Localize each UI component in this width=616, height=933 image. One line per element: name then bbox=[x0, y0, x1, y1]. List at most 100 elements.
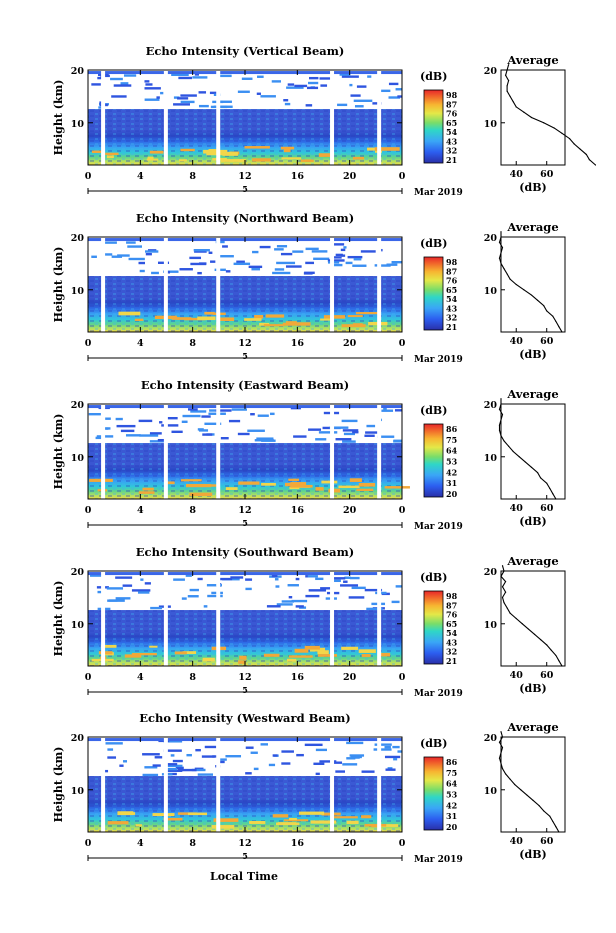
upper-echo bbox=[349, 83, 353, 87]
upper-echo bbox=[284, 102, 291, 106]
strong-echo bbox=[361, 653, 371, 658]
upper-echo bbox=[381, 409, 394, 412]
upper-echo bbox=[272, 271, 291, 275]
upper-echo bbox=[367, 75, 372, 78]
strong-echo bbox=[180, 148, 195, 152]
upper-echo bbox=[204, 422, 222, 425]
date-label: Mar 2019 bbox=[414, 522, 463, 532]
upper-echo bbox=[191, 768, 206, 772]
strong-echo bbox=[294, 648, 309, 653]
colorbar-label: 32 bbox=[446, 146, 457, 156]
upper-echo bbox=[272, 754, 278, 757]
upper-echo bbox=[305, 104, 313, 107]
colorbar-label: 54 bbox=[446, 294, 458, 304]
upper-echo bbox=[164, 769, 183, 772]
upper-echo bbox=[391, 600, 400, 604]
colorbar-label: 43 bbox=[446, 637, 458, 647]
upper-echo bbox=[166, 416, 178, 420]
date-marker: 5 bbox=[242, 518, 248, 528]
upper-echo bbox=[315, 577, 324, 581]
upper-echo bbox=[350, 756, 360, 759]
upper-echo bbox=[339, 73, 351, 76]
x-tick-label: 12 bbox=[238, 171, 251, 182]
x-tick-label: 16 bbox=[291, 171, 305, 182]
strong-echo bbox=[290, 482, 307, 486]
upper-echo bbox=[214, 268, 226, 272]
data-gap bbox=[216, 404, 221, 499]
upper-echo bbox=[119, 764, 124, 767]
x-tick-label: 0 bbox=[399, 171, 406, 182]
profile-x-tick-label: 60 bbox=[540, 336, 554, 347]
upper-echo bbox=[245, 587, 252, 591]
upper-echo bbox=[187, 408, 198, 411]
upper-echo bbox=[163, 740, 183, 743]
colorbar-label: 86 bbox=[446, 424, 458, 434]
upper-echo bbox=[364, 434, 375, 437]
strong-echo bbox=[320, 318, 332, 321]
upper-echo bbox=[150, 606, 163, 610]
strong-echo bbox=[349, 478, 362, 482]
upper-echo bbox=[250, 413, 255, 416]
y-tick-label: 20 bbox=[71, 233, 85, 244]
x-axis-label: Local Time bbox=[210, 870, 278, 883]
profile-y-tick-label: 10 bbox=[484, 286, 498, 297]
upper-echo bbox=[305, 575, 309, 578]
upper-echo bbox=[172, 759, 183, 763]
strong-echo bbox=[272, 814, 289, 818]
upper-echo bbox=[181, 420, 188, 423]
strong-echo bbox=[244, 146, 270, 149]
upper-echo bbox=[373, 748, 392, 751]
date-label: Mar 2019 bbox=[414, 855, 463, 865]
y-tick-label: 20 bbox=[71, 66, 85, 77]
upper-echo bbox=[276, 603, 293, 606]
upper-echo bbox=[342, 763, 358, 766]
upper-echo bbox=[165, 763, 178, 766]
strong-echo bbox=[321, 480, 338, 484]
upper-echo bbox=[354, 105, 364, 108]
upper-echo bbox=[364, 588, 383, 592]
strong-echo bbox=[89, 478, 113, 482]
upper-echo bbox=[206, 584, 222, 587]
upper-echo bbox=[180, 100, 195, 104]
upper-echo bbox=[259, 245, 271, 249]
upper-echo bbox=[252, 250, 259, 254]
upper-echo bbox=[190, 410, 207, 413]
strong-echo bbox=[358, 483, 376, 487]
strong-echo bbox=[238, 660, 246, 664]
upper-echo bbox=[111, 255, 123, 258]
colorbar-label: 53 bbox=[446, 790, 458, 800]
upper-echo bbox=[88, 412, 101, 416]
upper-echo bbox=[341, 419, 358, 423]
date-marker: 5 bbox=[242, 685, 248, 695]
panel-5: Echo Intensity (Westward Beam) 0 4 8 12 16 20 0… bbox=[52, 711, 566, 865]
y-tick-label: 20 bbox=[71, 567, 85, 578]
upper-echo bbox=[295, 577, 300, 581]
upper-echo bbox=[397, 750, 402, 753]
panel-title: Echo Intensity (Westward Beam) bbox=[139, 711, 350, 725]
strong-echo bbox=[288, 655, 313, 658]
upper-echo bbox=[197, 271, 202, 275]
x-tick-label: 0 bbox=[85, 505, 92, 516]
profile-line bbox=[505, 64, 596, 166]
data-gap bbox=[216, 237, 221, 332]
strong-echo bbox=[177, 812, 198, 815]
upper-echo bbox=[251, 268, 261, 271]
upper-echo bbox=[110, 77, 123, 81]
panel-title: Echo Intensity (Eastward Beam) bbox=[141, 378, 349, 392]
colorbar-label: 86 bbox=[446, 757, 458, 767]
upper-echo bbox=[115, 417, 123, 421]
upper-echo bbox=[126, 241, 136, 244]
date-label: Mar 2019 bbox=[414, 689, 463, 699]
upper-echo bbox=[387, 767, 393, 770]
data-gap bbox=[377, 70, 382, 165]
strong-echo bbox=[355, 312, 380, 315]
upper-echo bbox=[260, 743, 268, 746]
upper-echo bbox=[145, 250, 159, 253]
colorbar-label: 31 bbox=[446, 478, 457, 488]
upper-echo bbox=[236, 260, 245, 263]
upper-echo bbox=[111, 95, 127, 98]
heatmap bbox=[88, 237, 402, 332]
profile-frame bbox=[500, 236, 566, 333]
data-gap bbox=[377, 237, 382, 332]
upper-echo bbox=[313, 762, 325, 765]
